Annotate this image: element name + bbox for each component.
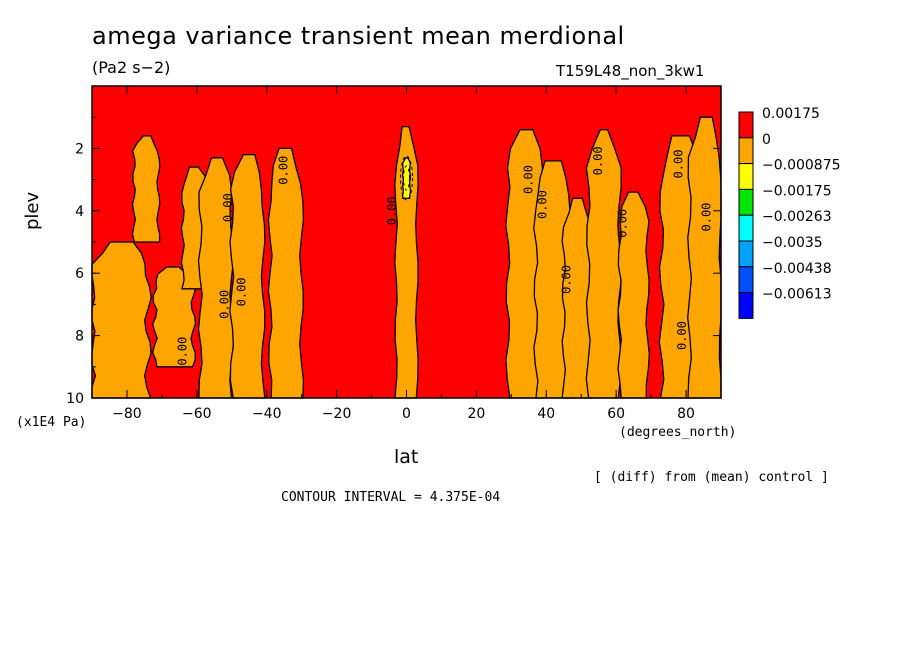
contour-label-13: 0.00 [700,203,714,232]
legend-swatch-5 [738,240,754,268]
contour-label-11: 0.00 [672,150,686,179]
legend-swatch-7 [738,292,754,319]
contour-label-9: 0.00 [591,146,605,175]
contour-label-10: 0.00 [616,209,630,238]
y-tick-label-2: 6 [75,266,84,282]
negative-region-5 [229,153,266,399]
contour-label-12: 0.00 [675,321,689,350]
x-tick-label-4: 0 [402,406,411,422]
legend-label-5: −0.0035 [762,235,823,251]
x-tick-label-3: −20 [322,406,352,422]
legend-label-2: −0.000875 [762,158,841,174]
negative-region-1 [131,135,161,243]
x-tick-label-2: −40 [252,406,282,422]
contour-label-1: 0.00 [217,290,231,319]
legend-label-4: −0.00263 [762,209,832,225]
negative-region-15 [687,116,722,399]
contour-interval: CONTOUR INTERVAL = 4.375E-04 [281,490,501,505]
x-axis-label: lat [394,446,419,468]
chart-title: amega variance transient mean merdional [92,22,625,50]
y-tick-label-4: 10 [66,391,84,407]
x-tick-label-0: −80 [112,406,142,422]
run-id: T159L48_non_3kw1 [556,62,705,80]
negative-region-0 [91,241,152,399]
y-tick-label-1: 4 [75,204,84,220]
legend-swatch-4 [738,214,754,242]
negative-region-6 [267,147,305,399]
y-tick-label-3: 8 [75,329,84,345]
legend-swatch-2 [738,163,754,190]
x-tick-label-1: −60 [182,406,212,422]
contour-label-0: 0.00 [175,337,189,366]
negative-region-8 [401,157,412,199]
contour-label-2: 0.00 [221,193,235,222]
contour-label-6: 0.00 [521,165,535,194]
chart-units: (Pa2 s−2) [92,58,171,77]
legend-swatch-1 [738,137,754,165]
legend-label-0: 0.00175 [762,106,820,122]
diff-note: [ (diff) from (mean) control ] [594,470,829,485]
legend-label-1: 0 [762,132,771,148]
x-tick-label-7: 60 [607,406,625,422]
dashed-contour-0 [403,165,410,191]
contour-label-4: 0.00 [277,156,291,185]
contour-label-8: 0.00 [560,265,574,294]
y-axis-unit: (x1E4 Pa) [16,415,87,430]
legend-swatch-0 [738,111,754,139]
negative-region-2 [152,266,197,368]
contour-label-5: 0.00 [385,196,399,225]
x-tick-label-8: 80 [677,406,695,422]
legend-label-3: −0.00175 [762,183,832,199]
x-axis-unit: (degrees_north) [619,425,737,440]
legend-label-7: −0.00613 [762,287,832,303]
legend-swatch-6 [738,266,754,294]
y-tick-label-0: 2 [75,141,84,157]
contour-label-3: 0.00 [235,277,249,306]
dashed-contour-1 [400,155,413,201]
legend-swatch-3 [738,188,754,216]
x-tick-label-5: 20 [467,406,485,422]
contour-label-7: 0.00 [535,190,549,219]
x-tick-label-6: 40 [537,406,555,422]
legend-label-6: −0.00438 [762,261,832,277]
